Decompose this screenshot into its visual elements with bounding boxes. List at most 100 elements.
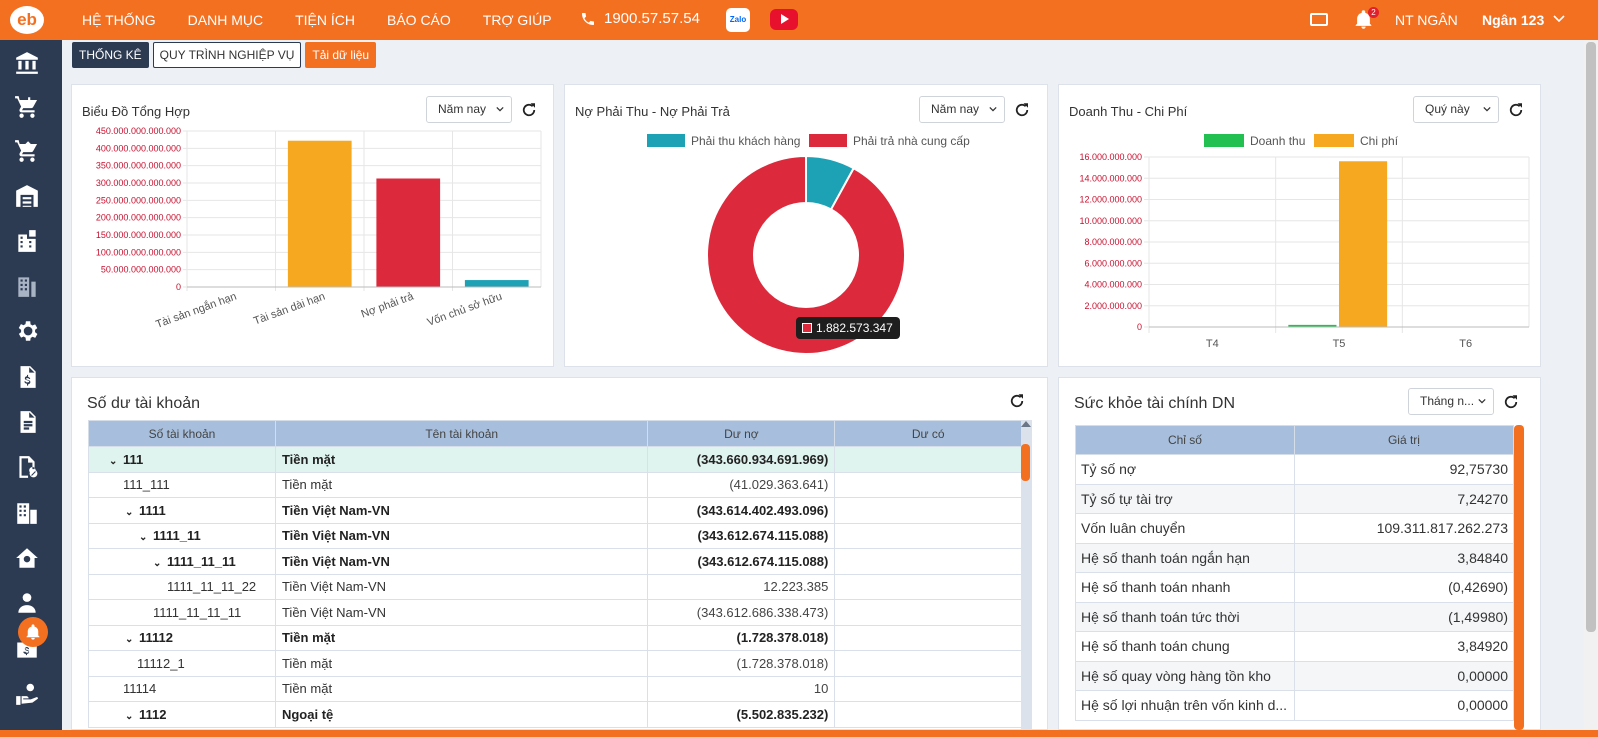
- home-settings-icon[interactable]: [13, 545, 41, 571]
- table-row[interactable]: ⌄ 111 Tiền mặt (343.660.934.691.969): [88, 446, 1022, 473]
- building-icon[interactable]: [13, 228, 41, 254]
- menu-danh-muc[interactable]: DANH MỤC: [187, 12, 264, 28]
- debit-cell: 12.223.385: [647, 573, 836, 600]
- chevron-down-icon[interactable]: ⌄: [109, 455, 118, 467]
- cart-download-icon[interactable]: [13, 94, 41, 120]
- indicator-name-cell: Hệ số lợi nhuận trên vốn kinh d...: [1075, 690, 1295, 721]
- account-code-cell[interactable]: ⌄ 1111_11_11: [88, 548, 276, 575]
- indicator-value: 109.311.817.262.273: [1376, 520, 1508, 537]
- account-code-cell[interactable]: ⌄ 11112: [88, 624, 276, 651]
- hand-coin-icon[interactable]: [13, 681, 41, 707]
- card-title: Sức khỏe tài chính DN: [1074, 395, 1236, 412]
- table-scrollbar[interactable]: [1021, 420, 1032, 730]
- youtube-icon[interactable]: [770, 9, 798, 30]
- table-row[interactable]: ⌄ 1111_11 Tiền Việt Nam-VN (343.612.674.115…: [88, 522, 1022, 549]
- menu-he-thong[interactable]: HỆ THỐNG: [82, 12, 156, 28]
- scrollbar-thumb[interactable]: [1514, 425, 1524, 730]
- document-list-icon[interactable]: [13, 409, 41, 435]
- office-icon[interactable]: [13, 500, 41, 526]
- document-dollar-icon[interactable]: [13, 364, 41, 390]
- chevron-down-icon[interactable]: ⌄: [153, 557, 162, 569]
- chevron-down-icon[interactable]: ⌄: [125, 710, 134, 722]
- menu-tro-giup[interactable]: TRỢ GIÚP: [482, 12, 552, 28]
- refresh-icon[interactable]: [1008, 392, 1026, 410]
- table-row[interactable]: Hệ số lợi nhuận trên vốn kinh d... 0,0000…: [1075, 690, 1515, 721]
- table-row[interactable]: Vốn luân chuyển 109.311.817.262.273: [1075, 513, 1515, 544]
- account-code-cell[interactable]: ⌄ 1111_11: [88, 522, 276, 549]
- building-alt-icon[interactable]: [13, 273, 41, 299]
- account-code-cell[interactable]: ⌄ 1112: [88, 701, 276, 728]
- indicator-name-cell: Hệ số thanh toán ngắn hạn: [1075, 542, 1295, 573]
- account-code-cell[interactable]: ⌄ 1111: [88, 497, 276, 524]
- keyboard-icon[interactable]: [1310, 13, 1328, 26]
- account-code-cell[interactable]: 11114: [88, 675, 276, 702]
- table-row[interactable]: Hệ số quay vòng hàng tồn kho 0,00000: [1075, 660, 1515, 691]
- settings-gear-icon[interactable]: [13, 318, 41, 344]
- table-row[interactable]: Hệ số thanh toán ngắn hạn 3,84840: [1075, 542, 1515, 573]
- bank-icon[interactable]: [13, 50, 41, 76]
- scrollbar-thumb[interactable]: [1021, 444, 1030, 481]
- refresh-icon[interactable]: [520, 101, 538, 119]
- chevron-down-icon[interactable]: ⌄: [139, 532, 148, 544]
- column-header[interactable]: Số tài khoản: [88, 420, 276, 447]
- tab-tai-du-lieu[interactable]: Tải dữ liệu: [305, 42, 377, 68]
- column-header[interactable]: Tên tài khoản: [274, 420, 649, 447]
- document-percent-icon[interactable]: [13, 454, 41, 480]
- account-code-cell[interactable]: 1111_11_11_11: [88, 599, 276, 626]
- table-row[interactable]: Tỷ số nợ 92,75730: [1075, 454, 1515, 485]
- user-icon[interactable]: [13, 590, 41, 616]
- warehouse-icon[interactable]: [13, 183, 41, 209]
- y-tick-label: 0: [176, 282, 181, 292]
- column-header[interactable]: Giá trị: [1293, 425, 1515, 455]
- menu-bao-cao[interactable]: BÁO CÁO: [386, 12, 451, 28]
- debt-period-select[interactable]: Năm nay: [919, 96, 1005, 123]
- table-row[interactable]: ⌄ 1111 Tiền Việt Nam-VN (343.614.402.493.09…: [88, 497, 1022, 524]
- scroll-up-arrow-icon[interactable]: [1021, 421, 1031, 427]
- health-period-select[interactable]: Tháng n...: [1408, 388, 1494, 415]
- account-name-cell: Tiền mặt: [274, 471, 649, 498]
- hotline[interactable]: 1900.57.57.54: [580, 10, 700, 27]
- refresh-icon[interactable]: [1502, 393, 1520, 411]
- page-scrollbar-thumb[interactable]: [1586, 42, 1596, 632]
- menu-tien-ich[interactable]: TIỆN ÍCH: [295, 12, 355, 28]
- table-row[interactable]: 11112_1 Tiền mặt (1.728.378.018): [88, 650, 1022, 677]
- table-row[interactable]: ⌄ 1112 Ngoại tệ (5.502.835.232): [88, 701, 1022, 728]
- refresh-icon[interactable]: [1507, 101, 1525, 119]
- table-row[interactable]: Tỷ số tự tài trợ 7,24270: [1075, 483, 1515, 514]
- chevron-down-icon[interactable]: [1553, 14, 1565, 24]
- account-code-cell[interactable]: 11112_1: [88, 650, 276, 677]
- table-row[interactable]: 1111_11_11_11 Tiền Việt Nam-VN (343.612.68…: [88, 599, 1022, 626]
- chart-tooltip: 1.882.573.347: [796, 317, 900, 339]
- table-row[interactable]: 111_111 Tiền mặt (41.029.363.641): [88, 471, 1022, 498]
- app-logo[interactable]: eb: [10, 6, 44, 34]
- y-tick-label: 14.000.000.000: [1079, 173, 1142, 183]
- table-row[interactable]: Hệ số thanh toán tức thời (1,49980): [1075, 601, 1515, 632]
- column-header[interactable]: Dư có: [834, 420, 1022, 447]
- tab-quy-trinh[interactable]: QUY TRÌNH NGHIỆP VỤ: [152, 42, 302, 68]
- notification-bell-icon[interactable]: [1355, 10, 1372, 29]
- chevron-down-icon[interactable]: ⌄: [125, 634, 134, 646]
- summary-period-select[interactable]: Năm nay: [426, 96, 512, 123]
- column-header[interactable]: Chỉ số: [1075, 425, 1295, 455]
- tab-thong-ke[interactable]: THỐNG KÊ: [72, 42, 149, 68]
- revenue-period-select[interactable]: Quý này: [1413, 96, 1499, 123]
- table-row[interactable]: Hệ số thanh toán nhanh (0,42690): [1075, 572, 1515, 603]
- table-row[interactable]: ⌄ 11112 Tiền mặt (1.728.378.018): [88, 624, 1022, 651]
- zalo-icon[interactable]: Zalo: [726, 8, 750, 32]
- user-menu-name[interactable]: Ngân 123: [1482, 12, 1545, 28]
- column-header[interactable]: Dư nợ: [647, 420, 836, 447]
- table-row[interactable]: 11114 Tiền mặt 10: [88, 675, 1022, 702]
- table-row[interactable]: ⌄ 1111_11_11 Tiền Việt Nam-VN (343.612.674.…: [88, 548, 1022, 575]
- account-name-cell: Tiền Việt Nam-VN: [274, 573, 649, 600]
- refresh-icon[interactable]: [1013, 101, 1031, 119]
- floating-notification-button[interactable]: [18, 617, 48, 647]
- account-code-cell[interactable]: 111_111: [88, 471, 276, 498]
- user-short-name[interactable]: NT NGÂN: [1395, 12, 1458, 28]
- chevron-down-icon[interactable]: ⌄: [125, 506, 134, 518]
- credit-cell: [834, 701, 1022, 728]
- cart-upload-icon[interactable]: [13, 138, 41, 164]
- table-row[interactable]: 1111_11_11_22 Tiền Việt Nam-VN 12.223.385: [88, 573, 1022, 600]
- account-code-cell[interactable]: ⌄ 111: [88, 446, 276, 473]
- account-code-cell[interactable]: 1111_11_11_22: [88, 573, 276, 600]
- table-row[interactable]: Hệ số thanh toán chung 3,84920: [1075, 631, 1515, 662]
